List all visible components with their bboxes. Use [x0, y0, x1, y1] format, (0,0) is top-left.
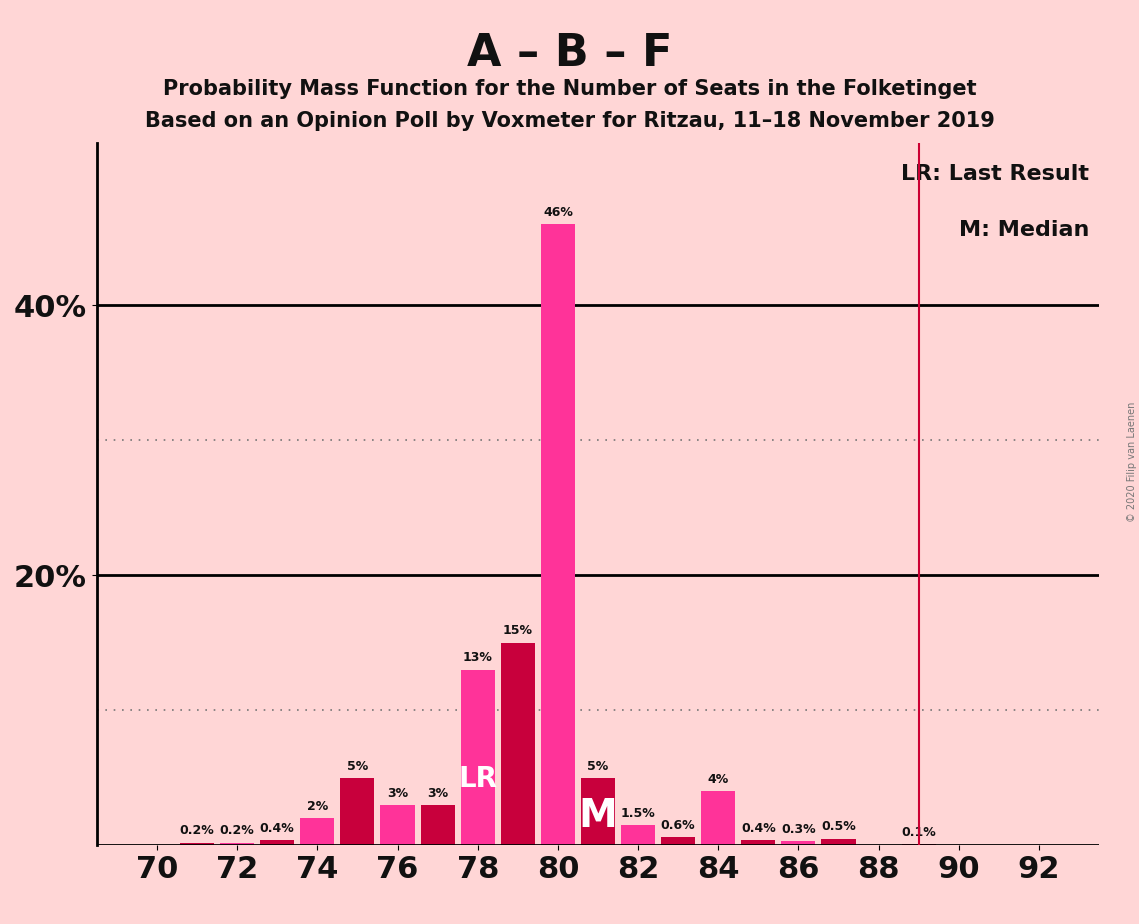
- Text: 46%: 46%: [543, 206, 573, 219]
- Bar: [621, 825, 655, 845]
- Bar: [301, 819, 335, 845]
- Text: 13%: 13%: [462, 651, 493, 664]
- Text: 2%: 2%: [306, 800, 328, 813]
- Bar: [501, 643, 535, 845]
- Text: Probability Mass Function for the Number of Seats in the Folketinget: Probability Mass Function for the Number…: [163, 79, 976, 99]
- Text: 0.2%: 0.2%: [220, 824, 254, 837]
- Text: LR: Last Result: LR: Last Result: [901, 164, 1089, 184]
- Text: M: M: [579, 797, 617, 835]
- Text: 0.4%: 0.4%: [741, 821, 776, 834]
- Text: 4%: 4%: [707, 773, 729, 786]
- Text: 0.1%: 0.1%: [901, 826, 936, 839]
- Text: 15%: 15%: [502, 625, 533, 638]
- Text: A – B – F: A – B – F: [467, 32, 672, 76]
- Bar: [341, 778, 375, 845]
- Text: 3%: 3%: [427, 786, 448, 799]
- Bar: [741, 840, 776, 845]
- Text: 5%: 5%: [588, 760, 608, 772]
- Text: 0.6%: 0.6%: [661, 819, 696, 832]
- Bar: [460, 670, 494, 845]
- Text: 5%: 5%: [346, 760, 368, 772]
- Text: 0.5%: 0.5%: [821, 821, 855, 833]
- Bar: [541, 225, 575, 845]
- Text: 0.4%: 0.4%: [260, 821, 295, 834]
- Text: Based on an Opinion Poll by Voxmeter for Ritzau, 11–18 November 2019: Based on an Opinion Poll by Voxmeter for…: [145, 111, 994, 131]
- Bar: [661, 837, 695, 845]
- Text: 0.3%: 0.3%: [781, 823, 816, 836]
- Text: 0.2%: 0.2%: [180, 824, 214, 837]
- Text: 3%: 3%: [387, 786, 408, 799]
- Text: © 2020 Filip van Laenen: © 2020 Filip van Laenen: [1126, 402, 1137, 522]
- Bar: [781, 842, 816, 845]
- Bar: [420, 805, 454, 845]
- Text: 1.5%: 1.5%: [621, 807, 655, 820]
- Bar: [260, 840, 294, 845]
- Text: LR: LR: [458, 765, 498, 793]
- Text: M: Median: M: Median: [959, 221, 1089, 240]
- Bar: [581, 778, 615, 845]
- Bar: [220, 843, 254, 845]
- Bar: [180, 843, 214, 845]
- Bar: [380, 805, 415, 845]
- Bar: [702, 792, 736, 845]
- Bar: [821, 839, 855, 845]
